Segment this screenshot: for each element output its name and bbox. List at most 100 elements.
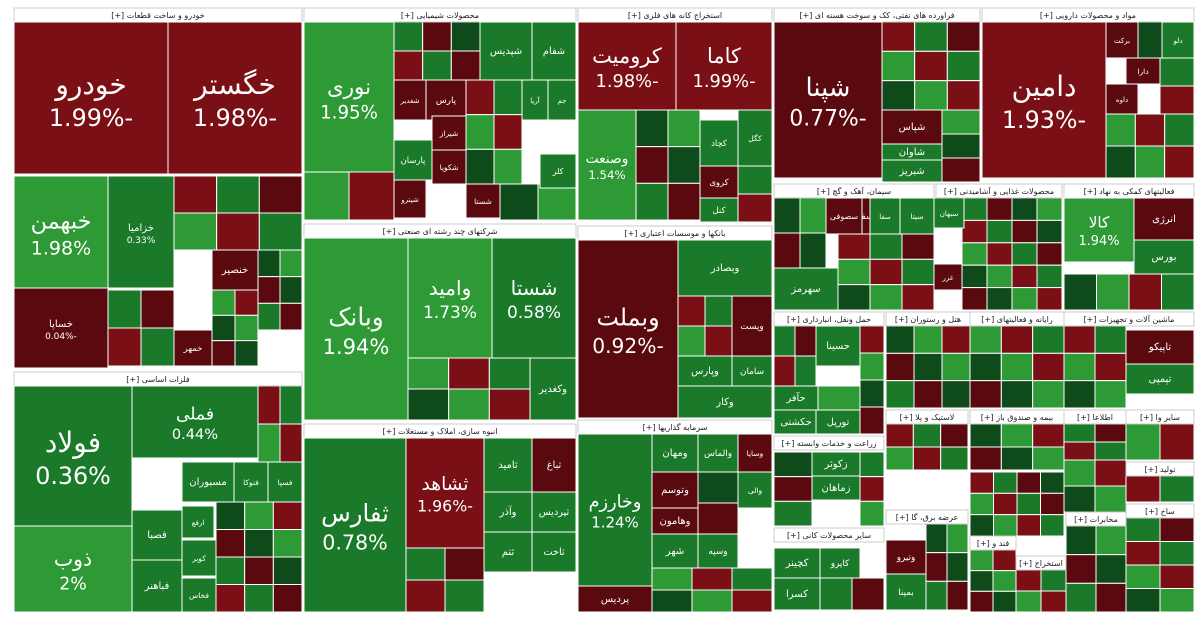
sector-title[interactable]: بیمه و صندوق باز [+] [981,413,1054,422]
stock-cell[interactable] [1094,325,1127,354]
stock-cell[interactable] [537,183,577,221]
stock-cell[interactable] [773,476,813,502]
stock-cell[interactable] [465,183,501,219]
stock-cell[interactable] [1040,569,1067,592]
stock-cell[interactable] [697,502,739,535]
stock-cell[interactable] [465,114,495,150]
stock-cell[interactable] [869,233,903,260]
sector-title[interactable]: ساخ [+] [1145,507,1175,516]
stock-cell[interactable] [912,423,942,448]
stock-cell[interactable] [941,133,981,159]
stock-cell[interactable] [181,505,215,539]
stock-cell[interactable] [107,175,175,289]
stock-cell[interactable] [1096,273,1130,311]
stock-cell[interactable] [914,80,948,111]
stock-cell[interactable] [869,197,901,235]
sector-title[interactable]: بانکها و موسسات اعتباری [+] [624,229,725,238]
stock-cell[interactable] [1159,85,1195,115]
sector-title[interactable]: فراورده های نفتی، کک و سوخت هسته ای [+] [799,11,954,20]
stock-cell[interactable] [773,385,819,411]
stock-cell[interactable] [635,146,669,184]
stock-cell[interactable] [1065,525,1097,556]
stock-cell[interactable] [140,327,175,367]
stock-cell[interactable] [488,388,531,421]
stock-cell[interactable] [1040,590,1067,613]
stock-cell[interactable] [992,570,1017,592]
stock-cell[interactable] [677,325,706,357]
stock-cell[interactable] [303,237,409,421]
sector-title[interactable]: انبوه سازی، املاک و مستغلات [+] [383,427,498,436]
stock-cell[interactable] [901,258,935,286]
sector-header[interactable] [303,7,577,23]
stock-cell[interactable] [651,533,699,569]
stock-cell[interactable] [859,500,885,527]
stock-cell[interactable] [817,385,861,411]
stock-cell[interactable] [969,570,994,592]
stock-cell[interactable] [279,385,303,425]
stock-cell[interactable] [1094,352,1127,382]
stock-cell[interactable] [405,547,446,581]
stock-cell[interactable] [479,21,533,81]
sector-title[interactable]: ماشین آلات و تجهیزات [+] [1084,314,1175,324]
stock-cell[interactable] [577,109,637,221]
stock-cell[interactable] [993,514,1018,537]
stock-cell[interactable] [405,579,446,613]
stock-cell[interactable] [577,433,653,587]
stock-cell[interactable] [946,50,981,82]
stock-cell[interactable] [215,529,246,558]
stock-cell[interactable] [1094,423,1127,443]
stock-cell[interactable] [1000,325,1034,354]
stock-cell[interactable] [946,80,981,111]
stock-cell[interactable] [1094,441,1127,461]
stock-cell[interactable] [216,175,260,214]
stock-cell[interactable] [731,567,773,591]
stock-cell[interactable] [677,239,773,297]
stock-cell[interactable] [258,212,303,251]
stock-cell[interactable] [811,475,861,501]
stock-cell[interactable] [859,352,885,381]
stock-cell[interactable] [1032,380,1065,409]
sector-title[interactable]: رایانه و فعالیتهای [+] [981,315,1053,324]
stock-cell[interactable] [211,289,236,316]
stock-cell[interactable] [1125,564,1161,589]
stock-cell[interactable] [677,385,773,419]
stock-cell[interactable] [1015,569,1042,592]
stock-cell[interactable] [946,21,981,52]
stock-cell[interactable] [1161,273,1195,311]
stock-cell[interactable] [691,567,733,591]
stock-cell[interactable] [881,50,916,82]
stock-cell[interactable] [794,355,817,387]
stock-cell[interactable] [773,451,813,478]
stock-cell[interactable] [215,556,246,585]
stock-cell[interactable] [737,471,773,509]
stock-cell[interactable] [699,165,739,199]
stock-cell[interactable] [1040,492,1065,516]
stock-cell[interactable] [303,437,407,613]
stock-cell[interactable] [1095,525,1127,556]
stock-cell[interactable] [1063,485,1096,513]
stock-cell[interactable] [969,380,1002,409]
stock-cell[interactable] [1128,273,1162,311]
stock-cell[interactable] [1011,242,1038,266]
stock-cell[interactable] [257,423,281,463]
stock-cell[interactable] [1063,380,1096,409]
sector-title[interactable]: مخابرات [+] [1074,515,1118,524]
stock-cell[interactable] [577,585,653,613]
stock-cell[interactable] [1159,541,1195,566]
stock-cell[interactable] [885,352,915,382]
stock-cell[interactable] [1032,352,1065,382]
stock-cell[interactable] [912,446,942,471]
stock-cell[interactable] [493,79,523,116]
stock-cell[interactable] [925,523,948,554]
sector-header[interactable] [935,183,1063,199]
stock-cell[interactable] [773,355,796,387]
stock-cell[interactable] [697,533,739,569]
stock-cell[interactable] [1164,113,1195,147]
stock-cell[interactable] [173,329,213,367]
stock-cell[interactable] [465,79,495,116]
stock-cell[interactable] [529,357,577,421]
stock-cell[interactable] [234,340,259,367]
stock-cell[interactable] [1095,554,1127,584]
stock-cell[interactable] [272,556,303,585]
stock-cell[interactable] [859,325,885,354]
